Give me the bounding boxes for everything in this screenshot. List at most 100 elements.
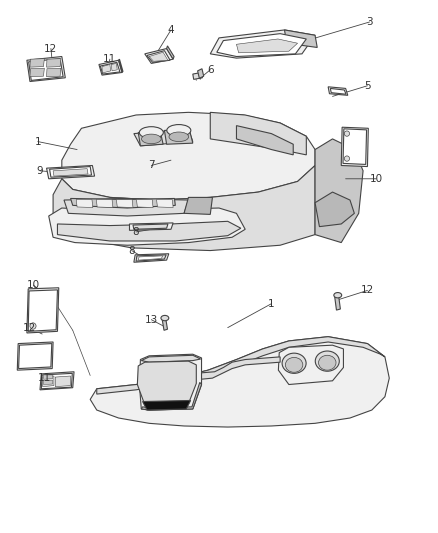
Polygon shape xyxy=(138,256,162,260)
Polygon shape xyxy=(217,34,306,56)
Polygon shape xyxy=(90,337,389,427)
Polygon shape xyxy=(53,168,88,176)
Polygon shape xyxy=(40,372,74,390)
Polygon shape xyxy=(46,68,61,77)
Polygon shape xyxy=(133,224,168,229)
Polygon shape xyxy=(96,199,113,207)
Polygon shape xyxy=(134,130,193,146)
Ellipse shape xyxy=(169,132,189,142)
Text: 11: 11 xyxy=(103,54,117,64)
Polygon shape xyxy=(341,127,368,166)
Polygon shape xyxy=(138,131,163,146)
Polygon shape xyxy=(237,39,297,53)
Polygon shape xyxy=(166,46,174,59)
Ellipse shape xyxy=(334,293,342,298)
Text: 11: 11 xyxy=(38,373,51,383)
Polygon shape xyxy=(162,319,167,330)
Text: 13: 13 xyxy=(145,314,158,325)
Ellipse shape xyxy=(30,323,36,329)
Polygon shape xyxy=(137,199,153,207)
Polygon shape xyxy=(210,30,315,58)
Text: 8: 8 xyxy=(133,227,139,237)
Polygon shape xyxy=(117,199,133,207)
Polygon shape xyxy=(141,382,201,410)
Polygon shape xyxy=(315,139,363,243)
Ellipse shape xyxy=(141,134,161,144)
Text: 6: 6 xyxy=(207,65,214,75)
Polygon shape xyxy=(28,59,63,80)
Polygon shape xyxy=(184,197,212,214)
Polygon shape xyxy=(279,345,343,384)
Polygon shape xyxy=(55,376,71,386)
Ellipse shape xyxy=(344,131,350,136)
Polygon shape xyxy=(149,52,168,61)
Polygon shape xyxy=(210,112,306,155)
Polygon shape xyxy=(43,380,53,384)
Ellipse shape xyxy=(161,316,169,321)
Ellipse shape xyxy=(286,358,303,372)
Polygon shape xyxy=(102,64,111,73)
Text: 4: 4 xyxy=(168,25,174,35)
Polygon shape xyxy=(64,198,188,216)
Polygon shape xyxy=(49,208,245,245)
Text: 7: 7 xyxy=(148,160,155,171)
Text: 8: 8 xyxy=(128,246,135,255)
Text: 12: 12 xyxy=(44,44,57,53)
Polygon shape xyxy=(18,344,52,368)
Polygon shape xyxy=(43,375,53,379)
Polygon shape xyxy=(111,63,117,71)
Polygon shape xyxy=(42,376,54,386)
Ellipse shape xyxy=(318,356,336,370)
Ellipse shape xyxy=(344,156,350,161)
Polygon shape xyxy=(315,192,354,227)
Polygon shape xyxy=(17,342,53,370)
Text: 1: 1 xyxy=(35,136,41,147)
Ellipse shape xyxy=(139,127,163,139)
Polygon shape xyxy=(156,199,173,207)
Polygon shape xyxy=(136,255,166,261)
Polygon shape xyxy=(57,221,241,241)
Polygon shape xyxy=(330,88,346,94)
Polygon shape xyxy=(30,59,44,67)
Polygon shape xyxy=(46,165,95,179)
Polygon shape xyxy=(71,198,175,208)
Polygon shape xyxy=(97,337,385,394)
Text: 1: 1 xyxy=(268,298,275,309)
Text: 10: 10 xyxy=(27,280,40,290)
Text: 12: 12 xyxy=(22,322,36,333)
Polygon shape xyxy=(141,356,201,362)
Polygon shape xyxy=(193,72,202,79)
Text: 5: 5 xyxy=(364,81,371,91)
Polygon shape xyxy=(343,129,367,165)
Text: 9: 9 xyxy=(37,166,43,176)
Polygon shape xyxy=(49,166,92,177)
Ellipse shape xyxy=(282,353,306,373)
Polygon shape xyxy=(41,373,72,389)
Polygon shape xyxy=(30,68,44,77)
Polygon shape xyxy=(285,30,317,47)
Ellipse shape xyxy=(167,125,191,136)
Polygon shape xyxy=(130,223,173,230)
Polygon shape xyxy=(328,87,348,95)
Text: 10: 10 xyxy=(370,174,383,184)
Polygon shape xyxy=(76,199,93,207)
Polygon shape xyxy=(28,290,57,332)
Polygon shape xyxy=(62,112,315,200)
Polygon shape xyxy=(164,130,193,144)
Polygon shape xyxy=(53,165,315,251)
Polygon shape xyxy=(147,51,170,62)
Polygon shape xyxy=(46,59,61,67)
Polygon shape xyxy=(335,296,340,310)
Polygon shape xyxy=(119,59,123,72)
Polygon shape xyxy=(99,60,122,75)
Polygon shape xyxy=(138,361,196,405)
Text: 12: 12 xyxy=(361,286,374,295)
Polygon shape xyxy=(201,357,280,379)
Polygon shape xyxy=(198,69,204,78)
Polygon shape xyxy=(27,288,59,333)
Polygon shape xyxy=(140,354,201,410)
Polygon shape xyxy=(134,254,169,262)
Text: 3: 3 xyxy=(366,17,373,27)
Polygon shape xyxy=(145,49,173,63)
Polygon shape xyxy=(27,56,65,82)
